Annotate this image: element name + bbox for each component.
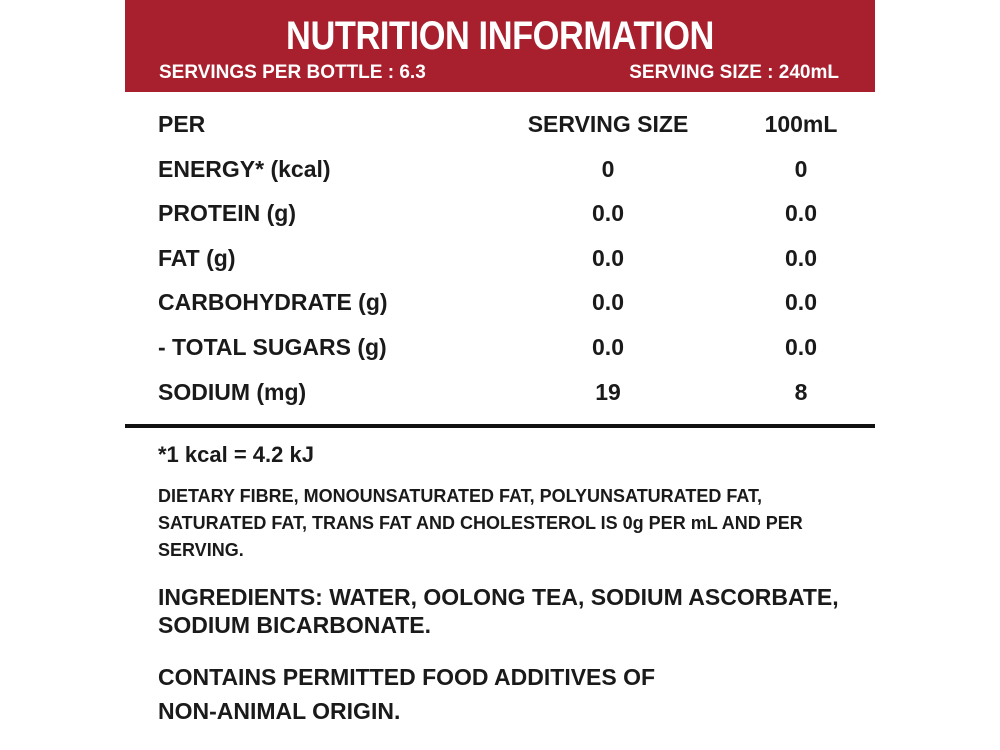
nutrition-panel: NUTRITION INFORMATION SERVINGS PER BOTTL…: [125, 0, 875, 750]
table-row: CARBOHYDRATE (g) 0.0 0.0: [158, 289, 817, 316]
nutrient-name: PROTEIN (g): [158, 200, 296, 227]
serving-size: SERVING SIZE : 240mL: [629, 62, 839, 83]
table-row: - TOTAL SUGARS (g) 0.0 0.0: [158, 333, 817, 360]
panel-title: NUTRITION INFORMATION: [286, 14, 714, 58]
column-header-per: PER: [158, 111, 206, 137]
table-row: PROTEIN (g) 0.0 0.0: [158, 200, 817, 227]
nutrient-name: SODIUM (mg): [158, 378, 307, 405]
nutrient-name: CARBOHYDRATE (g): [158, 289, 388, 316]
nutrition-header: NUTRITION INFORMATION SERVINGS PER BOTTL…: [125, 0, 875, 92]
table-row: ENERGY* (kcal) 0 0: [158, 155, 808, 182]
nutrition-table: PER SERVING SIZE 100mL ENERGY* (kcal) 0 …: [125, 103, 875, 415]
nutrient-name: ENERGY* (kcal): [158, 155, 331, 182]
nutrient-name: - TOTAL SUGARS (g): [158, 333, 387, 360]
nutrient-name: FAT (g): [158, 244, 236, 271]
table-divider: [125, 424, 875, 428]
additives-statement: CONTAINS PERMITTED FOOD ADDITIVES OF NON…: [158, 664, 656, 724]
table-row: FAT (g) 0.0 0.0: [158, 244, 817, 271]
table-header-row: PER SERVING SIZE 100mL: [158, 111, 838, 137]
table-row: SODIUM (mg) 19 8: [158, 378, 808, 405]
ingredients-list: INGREDIENTS: WATER, OOLONG TEA, SODIUM A…: [158, 584, 839, 638]
fibre-fat-statement: DIETARY FIBRE, MONOUNSATURATED FAT, POLY…: [158, 486, 803, 560]
servings-per-bottle: SERVINGS PER BOTTLE : 6.3: [159, 62, 426, 83]
kcal-conversion-note: *1 kcal = 4.2 kJ: [158, 442, 314, 467]
